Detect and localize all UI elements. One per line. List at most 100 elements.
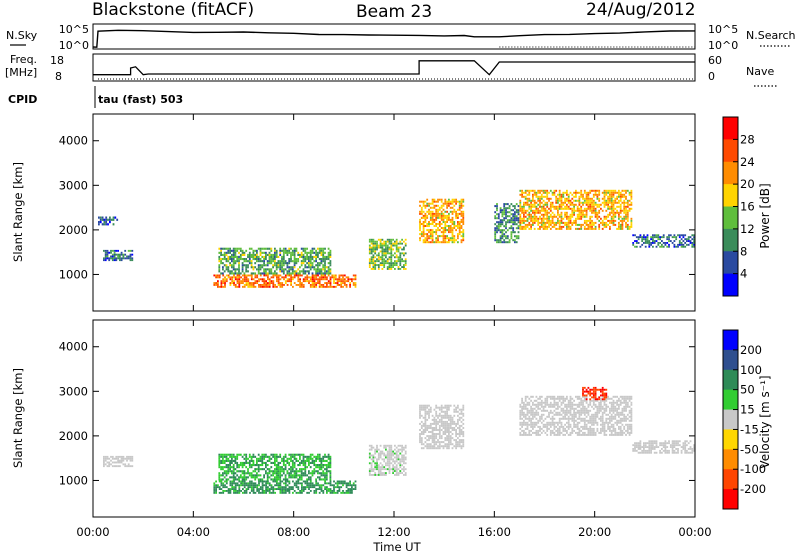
echo-cell-5	[435, 223, 438, 225]
echo-cell-5	[569, 417, 572, 420]
echo-cell-5	[587, 421, 590, 424]
echo-cell-6	[508, 205, 511, 208]
echo-cell-5	[521, 411, 523, 414]
echo-cell-7	[614, 191, 617, 194]
echo-cell-7	[576, 213, 579, 216]
echo-cell-4	[381, 246, 384, 249]
echo-cell-5	[442, 229, 445, 232]
echo-cell-4	[424, 429, 427, 431]
echo-cell-3	[275, 262, 278, 265]
echo-cell-5	[442, 214, 445, 217]
echo-cell-8	[632, 234, 635, 237]
echo-cell-1	[311, 486, 314, 489]
echo-cell-7	[523, 211, 525, 214]
echo-cell-7	[589, 203, 592, 206]
echo-cell-5	[446, 200, 448, 203]
echo-cell-2	[254, 285, 257, 288]
echo-cell-4	[381, 244, 384, 247]
echo-cell-5	[578, 431, 581, 434]
echo-cell-6	[510, 225, 513, 228]
echo-cell-5	[601, 415, 604, 418]
echo-cell-2	[290, 453, 292, 456]
echo-cell-7	[544, 189, 547, 192]
echo-cell-5	[598, 407, 601, 410]
echo-cell-5	[457, 208, 459, 211]
echo-cell-3	[386, 468, 389, 471]
echo-cell-3	[395, 446, 398, 449]
echo-cell-3	[386, 452, 389, 455]
echo-cell-7	[566, 191, 568, 194]
echo-cell-6	[506, 241, 509, 244]
echo-cell-7	[607, 189, 609, 192]
echo-cell-2	[277, 274, 280, 277]
echo-cell-3	[274, 255, 276, 258]
echo-cell-5	[532, 423, 534, 426]
echo-cell-4	[444, 406, 447, 409]
echo-cell-7	[558, 205, 561, 208]
echo-cell-6	[515, 223, 518, 226]
echo-cell-7	[549, 219, 552, 222]
echo-cell-7	[542, 191, 545, 194]
echo-cell-4	[401, 242, 403, 245]
echo-cell-7	[598, 191, 601, 194]
echo-cell-7	[564, 207, 566, 210]
echo-cell-8	[686, 238, 688, 241]
echo-cell-4	[370, 242, 373, 245]
echo-cell-2	[322, 278, 325, 281]
echo-cell-2	[222, 468, 224, 471]
echo-cell-7	[560, 199, 563, 202]
echo-cell-1	[351, 484, 353, 487]
echo-cell-5	[582, 433, 584, 436]
echo-cell-5	[566, 421, 568, 424]
echo-cell-1	[227, 490, 230, 492]
echo-cell-5	[449, 229, 452, 232]
echo-cell-1	[224, 486, 226, 489]
echo-cell-3	[227, 251, 230, 254]
echo-cell-3	[218, 247, 221, 250]
echo-cell-2	[232, 466, 235, 469]
echo-cell-7	[566, 197, 568, 200]
echo-cell-3	[304, 255, 307, 258]
echo-cell-5	[526, 411, 529, 414]
echo-cell-2	[233, 280, 235, 283]
echo-cell-2	[229, 464, 231, 467]
echo-cell-2	[313, 455, 316, 458]
echo-cell-3	[392, 452, 394, 455]
echo-cell-2	[306, 276, 309, 279]
echo-cell-2	[275, 474, 278, 477]
echo-cell-5	[553, 431, 556, 434]
echo-cell-0	[120, 259, 123, 262]
echo-cell-6	[505, 237, 507, 240]
echo-cell-7	[612, 215, 615, 218]
echo-cell-1	[242, 482, 244, 485]
echo-cell-5	[603, 427, 606, 430]
echo-cell-5	[537, 401, 540, 404]
echo-cell-7	[562, 217, 565, 220]
echo-cell-5	[601, 429, 604, 432]
echo-cell-5	[592, 431, 595, 434]
echo-cell-7	[585, 209, 588, 212]
echo-cell-2	[217, 285, 219, 288]
echo-cell-7	[551, 201, 554, 204]
echo-cell-6	[514, 223, 516, 226]
echo-cell-0	[110, 249, 112, 252]
echo-cell-1	[240, 480, 242, 483]
echo-cell-5	[589, 431, 592, 434]
echo-cell-1	[261, 480, 264, 483]
echo-cell-7	[553, 225, 556, 228]
echo-cell-0	[127, 255, 130, 258]
echo-cell-2	[309, 457, 312, 460]
echo-cell-2	[327, 455, 330, 458]
echo-cell-2	[254, 274, 257, 277]
echo-cell-2	[252, 470, 255, 473]
echo-cell-5	[435, 237, 438, 240]
echo-cell-5	[601, 395, 604, 398]
echo-cell-5	[576, 411, 579, 414]
echo-cell-5	[582, 431, 584, 434]
echo-cell-2	[318, 280, 321, 283]
echo-cell-5	[428, 212, 430, 215]
echo-cell-5	[462, 210, 465, 213]
echo-cell-4	[440, 414, 443, 417]
echo-cell-4	[399, 268, 402, 270]
echo-cell-7	[560, 211, 563, 214]
